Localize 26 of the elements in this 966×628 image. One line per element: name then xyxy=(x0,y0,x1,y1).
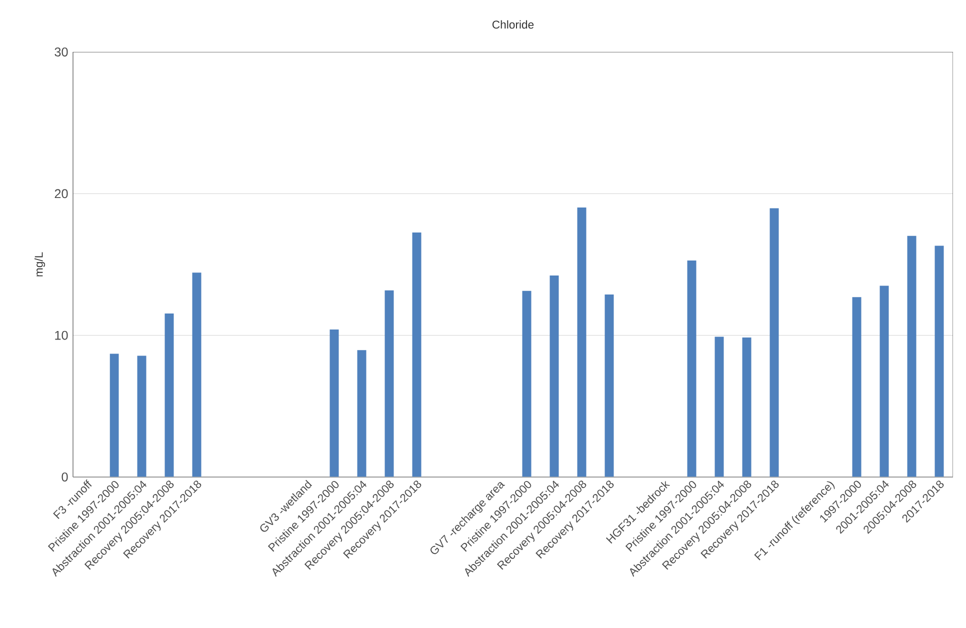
bar xyxy=(384,290,394,477)
y-tick-label: 30 xyxy=(54,48,68,56)
bar xyxy=(687,260,696,477)
y-tick-label: 0 xyxy=(62,472,68,482)
bar xyxy=(770,208,779,477)
bar xyxy=(330,330,339,477)
y-tick-label: 20 xyxy=(54,189,68,198)
y-axis-title: mg/L xyxy=(34,252,46,276)
bar xyxy=(550,276,559,477)
bar xyxy=(604,294,614,477)
bar xyxy=(852,297,862,477)
bar xyxy=(412,232,422,477)
bar xyxy=(110,354,119,477)
bar xyxy=(357,350,366,477)
bar xyxy=(714,336,724,477)
y-tick-label: 10 xyxy=(55,330,68,340)
bar xyxy=(934,246,944,477)
bar xyxy=(907,236,916,477)
chart-title: Chloride xyxy=(492,20,534,29)
bar xyxy=(742,337,752,477)
bar xyxy=(522,290,532,477)
bar xyxy=(192,272,202,477)
bar xyxy=(164,314,174,477)
bar xyxy=(577,208,586,477)
bar xyxy=(137,356,146,477)
bar xyxy=(880,286,889,477)
